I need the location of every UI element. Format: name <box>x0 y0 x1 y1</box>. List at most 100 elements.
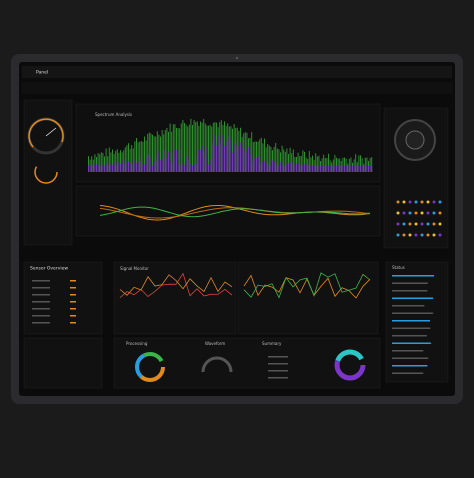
spectrum-bar <box>115 164 117 172</box>
donut-green <box>135 352 165 382</box>
spectrum-bar <box>171 163 173 172</box>
spectrum-bar <box>348 165 350 172</box>
spectrum-bar <box>286 148 288 172</box>
spectrum-bar <box>360 165 361 172</box>
spectrum-bar <box>358 155 360 172</box>
spectrum-bar <box>238 146 240 172</box>
status-dot <box>426 233 430 237</box>
list-value <box>70 322 76 324</box>
spectrum-bar <box>249 153 251 172</box>
spectrum-bar <box>172 124 174 172</box>
spectrum-bar <box>142 163 144 172</box>
list-row <box>32 280 50 282</box>
spectrum-bar <box>299 156 301 172</box>
spectrum-bar <box>337 158 339 172</box>
spectrum-bar <box>251 159 253 172</box>
spectrum-bar <box>192 165 193 172</box>
spectrum-bar <box>270 165 272 172</box>
spectrum-bar <box>222 134 224 172</box>
status-title: Status <box>392 265 405 270</box>
spectrum-bar <box>260 164 262 172</box>
spectrum-bar <box>131 145 133 172</box>
spectrum-bar <box>251 132 253 172</box>
summary-row <box>268 370 288 372</box>
spectrum-bar <box>294 165 296 172</box>
spectrum-bar <box>216 145 217 172</box>
spectrum-bar <box>177 165 179 172</box>
spectrum-bar <box>89 165 91 172</box>
status-dot <box>414 222 418 226</box>
spectrum-bar <box>227 136 229 172</box>
status-dot <box>402 233 406 237</box>
spectrum-bar <box>112 164 113 172</box>
spectrum-bar <box>128 161 129 172</box>
summary-row <box>268 377 288 379</box>
spectrum-bar <box>211 141 213 172</box>
spectrum-bar <box>107 156 109 172</box>
top-bar <box>22 66 452 78</box>
status-dot <box>420 200 424 204</box>
spectrum-bar <box>304 151 305 172</box>
spectrum-bar <box>169 123 171 172</box>
spectrum-bar <box>363 165 365 172</box>
dial-core <box>405 130 425 150</box>
status-dot <box>402 211 406 215</box>
spectrum-bar <box>265 147 267 172</box>
donut-orange <box>135 352 165 382</box>
spectrum-bar <box>340 165 342 172</box>
wave-line <box>99 206 371 218</box>
spectrum-bar <box>332 165 334 172</box>
status-row <box>392 372 424 374</box>
spectrum-bar <box>155 136 157 172</box>
spectrum-bar <box>348 159 350 172</box>
bottom-left-panel <box>23 337 103 389</box>
spectrum-bar <box>184 164 185 172</box>
spectrum-bar <box>352 165 353 172</box>
spectrum-bar <box>217 135 219 172</box>
spectrum-bar <box>91 165 93 172</box>
spectrum-bar <box>336 165 337 172</box>
spectrum-bar <box>300 165 302 172</box>
summary-row <box>268 356 288 358</box>
spectrum-bar <box>148 154 150 172</box>
spectrum-bar <box>275 165 277 172</box>
status-dot <box>432 200 436 204</box>
spectrum-bar <box>164 151 166 172</box>
spectrum-bar <box>371 157 373 172</box>
status-dot <box>432 222 436 226</box>
spectrum-bar <box>126 163 128 172</box>
spectrum-bar <box>278 165 280 172</box>
status-dot <box>402 200 406 204</box>
app-title: Panel <box>36 70 48 76</box>
spectrum-bar <box>124 147 126 172</box>
spectrum-bar <box>160 160 161 172</box>
spectrum-bar <box>323 154 325 172</box>
spectrum-bar <box>94 165 96 172</box>
status-row <box>392 342 431 344</box>
spectrum-bar <box>174 149 176 172</box>
spectrum-bar <box>161 130 163 172</box>
status-row <box>392 357 429 359</box>
donut-blue <box>135 352 165 382</box>
spectrum-bar <box>163 149 165 172</box>
spectrum-bar <box>176 149 177 172</box>
status-row <box>392 335 427 337</box>
spectrum-bar <box>124 164 126 172</box>
spectrum-bar <box>129 148 131 172</box>
status-dot <box>396 200 400 204</box>
spectrum-bar <box>185 124 187 172</box>
spectrum-bar <box>232 152 233 172</box>
spectrum-bar <box>350 165 352 172</box>
signal-line <box>243 272 371 299</box>
spectrum-bar <box>179 128 181 172</box>
spectrum-bar <box>276 148 278 172</box>
signal-line <box>119 272 233 299</box>
spectrum-title: Spectrum Analysis <box>95 112 132 117</box>
spectrum-bar <box>113 161 115 172</box>
spectrum-bar <box>172 152 174 172</box>
spectrum-bar <box>284 151 286 172</box>
spectrum-bar <box>292 164 294 172</box>
spectrum-bar <box>203 118 205 172</box>
spectrum-bar <box>368 165 369 172</box>
